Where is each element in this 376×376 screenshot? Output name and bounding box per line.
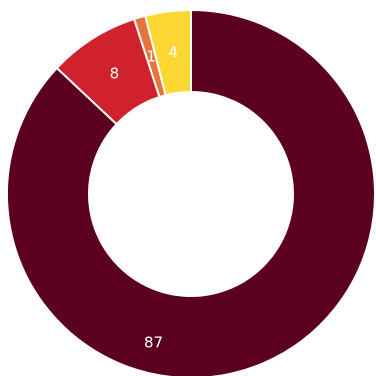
slice-label-8: 8: [110, 64, 120, 82]
slice-label-1: 1: [146, 48, 156, 66]
donut-slice-87: [6, 8, 376, 376]
labels-layer: 87 8 1 4: [110, 43, 178, 351]
slices-layer: [6, 8, 376, 376]
slice-label-87: 87: [144, 333, 163, 351]
donut-slice-4: [144, 8, 192, 97]
slice-label-4: 4: [168, 43, 178, 61]
